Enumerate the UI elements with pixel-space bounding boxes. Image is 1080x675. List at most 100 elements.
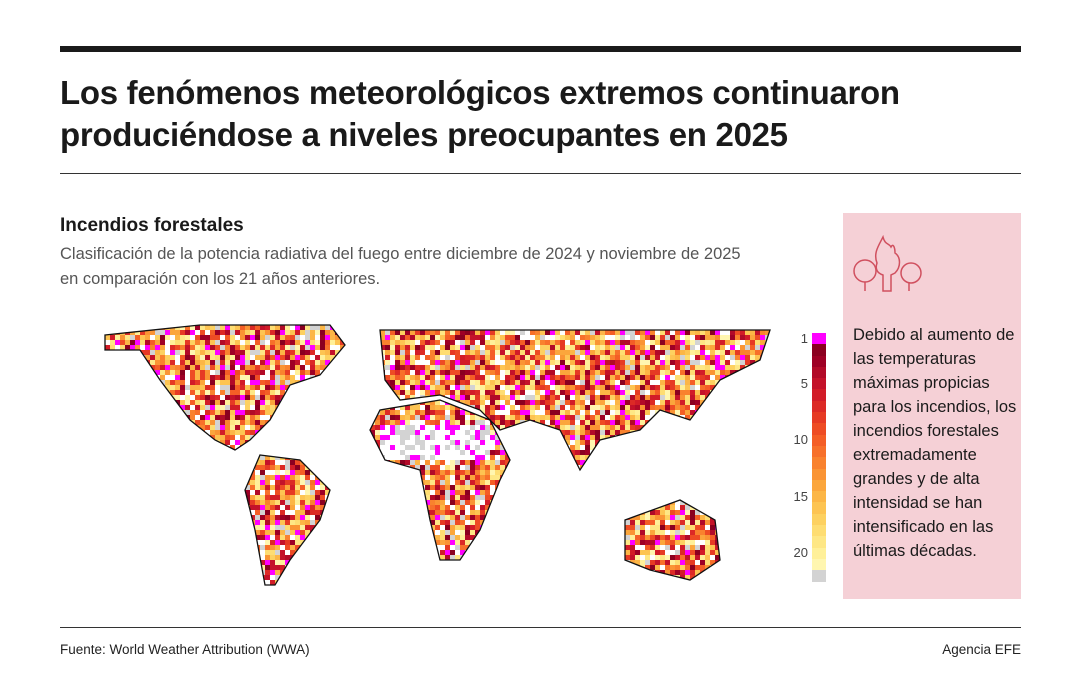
map-cell (115, 345, 120, 350)
map-cell (265, 470, 270, 475)
map-cell (120, 495, 125, 500)
map-cell (150, 435, 155, 440)
map-cell (165, 355, 170, 360)
map-cell (615, 465, 620, 470)
map-cell (260, 405, 265, 410)
map-cell (505, 405, 510, 410)
map-cell (370, 470, 375, 475)
map-cell (445, 385, 450, 390)
map-cell (110, 445, 115, 450)
map-cell (680, 410, 685, 415)
map-cell (530, 375, 535, 380)
map-cell (610, 450, 615, 455)
map-cell (725, 325, 730, 330)
map-cell (485, 500, 490, 505)
map-cell (505, 440, 510, 445)
map-cell (345, 485, 350, 490)
map-cell (225, 440, 230, 445)
map-cell (775, 350, 780, 355)
map-cell (750, 475, 755, 480)
map-cell (190, 365, 195, 370)
map-cell (525, 450, 530, 455)
map-cell (660, 390, 665, 395)
map-cell (100, 430, 105, 435)
map-cell (740, 415, 745, 420)
map-cell (165, 365, 170, 370)
map-cell (470, 420, 475, 425)
map-cell (330, 465, 335, 470)
map-cell (660, 340, 665, 345)
map-cell (260, 395, 265, 400)
map-cell (215, 500, 220, 505)
map-cell (265, 410, 270, 415)
map-cell (455, 435, 460, 440)
map-cell (600, 450, 605, 455)
map-cell (395, 370, 400, 375)
map-cell (320, 455, 325, 460)
map-cell (620, 380, 625, 385)
map-cell (550, 355, 555, 360)
map-cell (360, 380, 365, 385)
map-cell (110, 335, 115, 340)
map-cell (330, 405, 335, 410)
map-cell (110, 405, 115, 410)
map-cell (245, 425, 250, 430)
map-cell (200, 495, 205, 500)
map-cell (155, 340, 160, 345)
map-cell (130, 490, 135, 495)
map-cell (185, 350, 190, 355)
map-cell (520, 325, 525, 330)
map-cell (125, 490, 130, 495)
map-cell (585, 450, 590, 455)
map-cell (500, 380, 505, 385)
map-cell (715, 335, 720, 340)
map-cell (100, 480, 105, 485)
map-cell (765, 360, 770, 365)
map-cell (255, 375, 260, 380)
map-cell (435, 385, 440, 390)
map-cell (480, 480, 485, 485)
map-cell (660, 425, 665, 430)
map-cell (370, 485, 375, 490)
map-cell (285, 485, 290, 490)
map-cell (485, 485, 490, 490)
map-cell (300, 455, 305, 460)
map-cell (670, 475, 675, 480)
map-cell (470, 375, 475, 380)
map-cell (575, 485, 580, 490)
map-cell (755, 415, 760, 420)
map-cell (210, 455, 215, 460)
map-cell (230, 380, 235, 385)
map-cell (460, 385, 465, 390)
map-cell (265, 380, 270, 385)
map-cell (345, 440, 350, 445)
map-cell (175, 415, 180, 420)
map-cell (465, 425, 470, 430)
map-cell (150, 425, 155, 430)
map-cell (470, 385, 475, 390)
map-cell (240, 495, 245, 500)
map-cell (405, 365, 410, 370)
map-cell (720, 470, 725, 475)
map-cell (630, 355, 635, 360)
map-cell (435, 340, 440, 345)
map-cell (545, 480, 550, 485)
map-cell (455, 340, 460, 345)
map-cell (395, 500, 400, 505)
map-cell (190, 380, 195, 385)
map-cell (320, 430, 325, 435)
map-cell (755, 485, 760, 490)
map-cell (315, 320, 320, 325)
map-cell (305, 490, 310, 495)
map-cell (460, 425, 465, 430)
map-cell (735, 320, 740, 325)
map-cell (590, 430, 595, 435)
map-cell (120, 500, 125, 505)
map-cell (455, 395, 460, 400)
map-cell (470, 415, 475, 420)
map-cell (445, 355, 450, 360)
map-cell (720, 380, 725, 385)
map-cell (180, 335, 185, 340)
map-cell (750, 410, 755, 415)
map-cell (285, 345, 290, 350)
